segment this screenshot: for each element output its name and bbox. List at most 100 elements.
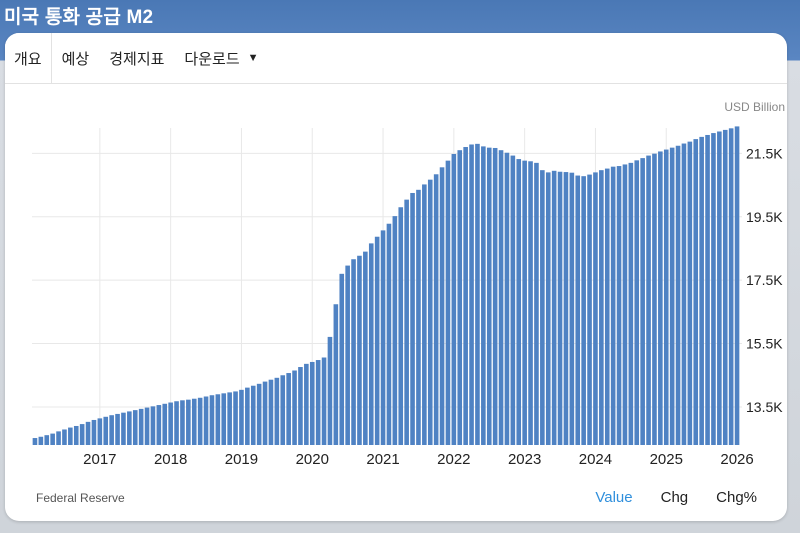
bar — [209, 395, 215, 445]
bar — [457, 150, 463, 445]
bar — [528, 161, 533, 445]
bar — [91, 419, 97, 445]
x-tick-label: 2026 — [720, 451, 753, 468]
bar — [504, 152, 510, 445]
bar — [557, 171, 563, 445]
bar — [256, 383, 262, 445]
x-tick-label: 2017 — [83, 451, 116, 468]
bar — [50, 433, 55, 445]
bar — [168, 402, 173, 445]
bar — [628, 162, 634, 445]
bar — [433, 174, 439, 445]
bar — [398, 207, 404, 445]
bar — [138, 408, 144, 445]
x-tick-label: 2019 — [225, 451, 258, 468]
bar — [711, 133, 716, 445]
bar — [622, 164, 628, 445]
bar — [669, 147, 675, 445]
bar — [593, 172, 598, 445]
y-tick-label: 21.5K — [746, 145, 783, 161]
bar — [410, 192, 415, 445]
bar — [221, 393, 227, 445]
bar — [304, 363, 309, 445]
unit-label: USD Billion — [724, 100, 785, 114]
bar — [233, 391, 238, 445]
bar — [363, 251, 368, 445]
tab-overview[interactable]: 개요 — [5, 33, 52, 83]
bar — [498, 150, 504, 445]
bar — [186, 399, 191, 445]
bar — [463, 147, 468, 445]
bar — [486, 147, 492, 445]
bar — [540, 170, 545, 445]
mode-value-button[interactable]: Value — [595, 489, 633, 506]
bar — [333, 304, 339, 445]
bar — [44, 435, 50, 445]
bar — [97, 418, 103, 445]
mode-chgpct-button[interactable]: Chg% — [716, 489, 757, 506]
y-tick-label: 15.5K — [746, 336, 783, 352]
x-tick-label: 2018 — [154, 451, 187, 468]
bar — [127, 411, 132, 445]
bar — [180, 400, 185, 445]
bar — [675, 145, 681, 445]
bar — [599, 170, 604, 445]
bar — [663, 149, 669, 445]
bar — [610, 166, 616, 446]
bar — [368, 243, 374, 445]
x-tick-label: 2022 — [437, 451, 470, 468]
bar — [705, 134, 710, 445]
bar — [374, 236, 380, 445]
tab-forecast[interactable]: 예상 — [52, 33, 100, 83]
bar — [357, 255, 362, 445]
tab-bar: 개요 예상 경제지표 다운로드 ▼ — [5, 33, 787, 84]
y-tick-label: 19.5K — [746, 209, 783, 225]
bar — [309, 361, 315, 445]
tab-download[interactable]: 다운로드 ▼ — [174, 33, 268, 83]
bar — [699, 136, 704, 445]
bar — [416, 189, 421, 445]
bar-chart: 13.5K 15.5K 17.5K 19.5K 21.5K 2017 2018 2019 202… — [32, 126, 783, 468]
bar — [575, 175, 581, 446]
bar — [481, 146, 486, 445]
bar — [250, 385, 256, 445]
bar — [587, 174, 592, 445]
bar — [56, 431, 61, 445]
bar — [569, 172, 575, 445]
bar — [717, 131, 722, 445]
bar — [534, 162, 539, 445]
bar — [604, 168, 610, 445]
bar — [687, 141, 693, 445]
bar — [321, 357, 327, 445]
bar — [563, 172, 569, 445]
bar — [292, 370, 297, 445]
bar — [109, 415, 114, 445]
bar — [79, 424, 85, 445]
bar — [634, 160, 640, 445]
bar — [298, 367, 303, 445]
bar — [32, 438, 38, 445]
x-tick-label: 2021 — [366, 451, 399, 468]
tab-indicators[interactable]: 경제지표 — [99, 33, 174, 83]
x-tick-label: 2023 — [508, 451, 541, 468]
bar — [581, 176, 586, 445]
bar — [162, 403, 168, 445]
bar — [345, 265, 350, 445]
bar — [38, 436, 44, 445]
mode-chg-button[interactable]: Chg — [660, 489, 689, 506]
bar — [339, 273, 345, 445]
bar — [734, 126, 740, 446]
bar — [245, 387, 250, 445]
bar — [616, 166, 622, 446]
bar — [492, 147, 498, 445]
bar — [68, 427, 73, 445]
bar — [380, 230, 386, 445]
bar — [315, 360, 321, 445]
bar — [516, 159, 522, 445]
page-title: 미국 통화 공급 M2 — [4, 7, 154, 28]
bar — [386, 223, 392, 445]
bar — [121, 412, 126, 445]
bar — [445, 160, 451, 445]
y-tick-label: 13.5K — [746, 399, 783, 415]
bar — [280, 375, 286, 445]
